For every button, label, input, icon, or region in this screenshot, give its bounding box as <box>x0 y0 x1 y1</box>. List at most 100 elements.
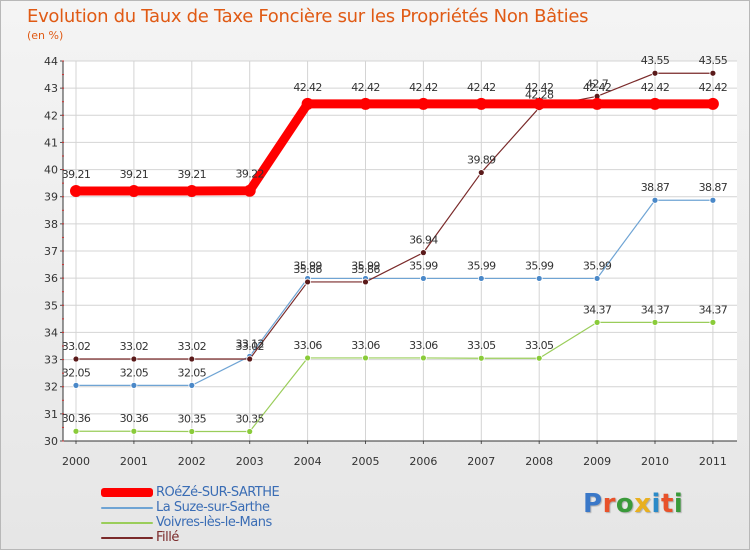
legend-swatch-voivres <box>101 521 153 524</box>
data-label: 35.99 <box>525 259 554 272</box>
x-tick-label: 2005 <box>352 455 380 468</box>
data-point <box>246 428 254 435</box>
data-point <box>359 97 372 110</box>
data-label: 42.7 <box>586 77 609 90</box>
data-label: 42.42 <box>409 81 438 94</box>
data-point <box>72 381 80 389</box>
data-label: 43.55 <box>699 54 728 67</box>
data-label: 42.42 <box>525 81 554 94</box>
data-label: 34.37 <box>699 303 728 316</box>
data-label: 33.12 <box>235 337 264 350</box>
data-point <box>706 97 719 110</box>
data-point <box>477 169 485 176</box>
legend-label-voivres: Voivres-lès-le-Mans <box>156 515 272 530</box>
legend-swatch-la-suze <box>101 506 153 509</box>
data-label: 34.37 <box>583 303 612 316</box>
logo-letter: x <box>634 489 652 519</box>
y-tick-label: 37 <box>44 245 58 258</box>
data-point <box>709 318 717 326</box>
data-label: 33.06 <box>293 339 322 352</box>
y-tick-label: 38 <box>44 218 58 231</box>
data-point <box>72 355 80 363</box>
data-point <box>419 275 427 282</box>
data-label: 38.87 <box>699 181 728 194</box>
data-point <box>475 97 488 110</box>
data-point <box>304 278 312 286</box>
x-tick-label: 2009 <box>583 455 611 468</box>
legend-label-roeze: ROéZé-SUR-SARTHE <box>156 485 280 500</box>
data-point <box>651 196 659 204</box>
data-label: 33.02 <box>120 340 149 353</box>
x-tick-label: 2000 <box>62 455 90 468</box>
data-point <box>130 381 138 389</box>
legend-item-voivres: Voivres-lès-le-Mans <box>101 515 561 530</box>
data-label: 30.35 <box>235 413 264 426</box>
data-point <box>130 427 138 435</box>
y-tick-label: 44 <box>44 55 58 68</box>
data-point <box>649 97 661 110</box>
data-label: 42.42 <box>467 81 496 94</box>
data-label: 35.99 <box>467 259 496 272</box>
data-point <box>709 69 717 77</box>
data-point <box>72 427 80 435</box>
legend-swatch-roeze <box>101 488 153 497</box>
series-line-2 <box>75 321 714 433</box>
data-point <box>185 185 198 198</box>
data-label: 34.37 <box>641 303 670 316</box>
data-point <box>593 318 601 326</box>
y-tick-label: 42 <box>44 109 58 122</box>
data-label: 35.86 <box>351 263 380 276</box>
data-label: 36.94 <box>409 234 438 247</box>
y-tick-label: 41 <box>44 136 58 149</box>
data-point <box>593 275 601 282</box>
x-tick-label: 2003 <box>236 455 264 468</box>
x-tick-label: 2001 <box>120 455 148 468</box>
legend-swatch-fille <box>101 536 153 539</box>
logo-letter: P <box>583 489 603 519</box>
data-point <box>127 185 140 198</box>
data-label: 42.28 <box>525 89 554 102</box>
data-label: 39.21 <box>120 168 149 181</box>
data-point <box>188 381 196 389</box>
data-label: 33.02 <box>235 340 264 353</box>
legend-item-roeze: ROéZé-SUR-SARTHE <box>101 485 561 500</box>
data-label: 38.87 <box>641 181 670 194</box>
data-label: 39.21 <box>178 168 207 181</box>
data-point <box>535 354 543 362</box>
data-label: 39.21 <box>62 168 91 181</box>
y-axis-unit-label: (en %) <box>27 29 64 42</box>
x-tick-label: 2002 <box>178 455 206 468</box>
data-label: 30.36 <box>62 412 91 425</box>
data-label: 35.99 <box>293 259 322 272</box>
data-point <box>419 249 427 257</box>
data-point <box>533 97 546 110</box>
y-tick-label: 35 <box>44 299 58 312</box>
y-tick-label: 32 <box>44 381 58 394</box>
data-label: 33.02 <box>62 340 91 353</box>
data-label: 39.22 <box>235 168 264 181</box>
y-tick-label: 30 <box>44 435 58 448</box>
data-label: 35.99 <box>409 259 438 272</box>
data-label: 42.42 <box>583 81 612 94</box>
data-label: 35.99 <box>583 259 612 272</box>
data-point <box>651 318 659 326</box>
data-label: 42.42 <box>641 81 670 94</box>
x-tick-label: 2004 <box>294 455 322 468</box>
data-point <box>362 354 369 362</box>
data-label: 30.35 <box>178 413 207 426</box>
data-label: 33.05 <box>525 339 554 352</box>
x-tick-label: 2008 <box>525 455 553 468</box>
logo-letter: i <box>673 489 684 519</box>
data-label: 33.06 <box>409 339 438 352</box>
data-point <box>709 196 717 204</box>
data-point <box>188 428 196 435</box>
data-point <box>591 97 604 110</box>
y-tick-label: 33 <box>44 354 58 367</box>
data-point <box>304 354 312 362</box>
data-point <box>188 355 196 363</box>
legend-label-fille: Fillé <box>156 530 179 545</box>
x-tick-label: 2006 <box>409 455 437 468</box>
data-label: 32.05 <box>120 366 149 379</box>
